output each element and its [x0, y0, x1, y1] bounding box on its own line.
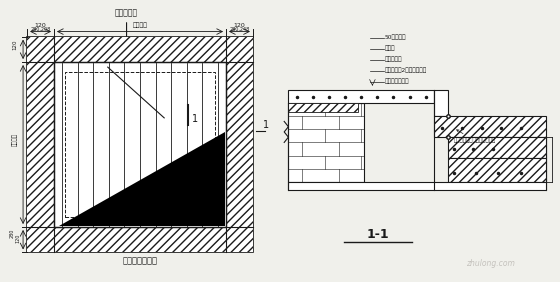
Text: 水泥砂浆砌2层普通砖挡墙: 水泥砂浆砌2层普通砖挡墙 [385, 68, 427, 73]
Text: 50厚炉矿沙: 50厚炉矿沙 [385, 35, 407, 40]
Polygon shape [59, 133, 225, 226]
Bar [27, 37, 253, 252]
Text: 塑料布: 塑料布 [385, 46, 395, 51]
Text: 空铺一层普通砖，压住塑料布: 空铺一层普通砖，压住塑料布 [454, 145, 496, 151]
Bar [288, 182, 546, 190]
Bar [27, 37, 253, 62]
Bar [288, 103, 358, 112]
Text: 280,208: 280,208 [30, 27, 50, 32]
Bar [288, 90, 434, 103]
Text: 120: 120 [12, 40, 17, 50]
Text: 洞口尺寸: 洞口尺寸 [12, 133, 18, 146]
Bar [288, 103, 364, 182]
Text: 1-1: 1-1 [367, 228, 389, 241]
Text: 洞口尺寸: 洞口尺寸 [133, 22, 147, 28]
Bar [54, 62, 226, 227]
Text: 1: 1 [193, 114, 199, 124]
Bar [226, 62, 253, 227]
Bar [65, 72, 215, 217]
Text: 满铺木胰板: 满铺木胰板 [385, 57, 403, 62]
Bar [27, 227, 253, 252]
Text: 钢筋混凝土屋面: 钢筋混凝土屋面 [385, 79, 409, 84]
Bar [434, 90, 448, 116]
Bar [434, 116, 546, 137]
Text: zhulong.com: zhulong.com [465, 259, 515, 268]
Text: 120: 120 [35, 23, 46, 28]
Text: 1: 1 [263, 120, 269, 131]
Bar [448, 137, 546, 158]
Text: 120: 120 [15, 234, 20, 243]
Text: 280: 280 [10, 229, 15, 238]
Bar [27, 62, 54, 227]
Text: 满铺木胰板: 满铺木胰板 [115, 8, 138, 36]
Text: 280,248: 280,248 [230, 27, 250, 32]
Text: 洞口维护平面图: 洞口维护平面图 [123, 256, 157, 265]
Text: 120: 120 [234, 23, 245, 28]
Bar [448, 158, 546, 182]
Text: 空铺一层普通砖，压住塑料布: 空铺一层普通砖，压住塑料布 [454, 130, 496, 144]
